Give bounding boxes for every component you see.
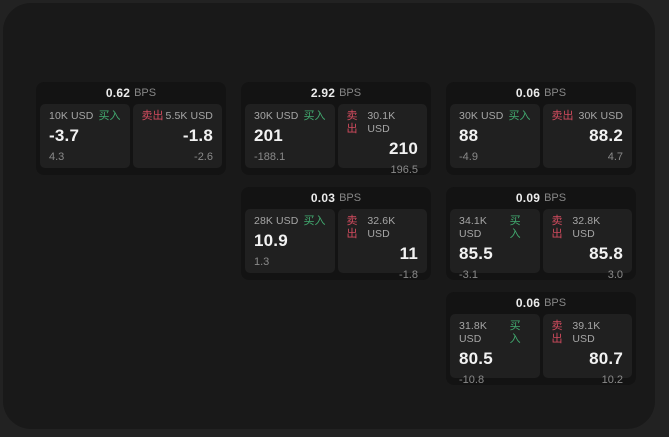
sell-price: 11 [399, 244, 418, 263]
card-body: 34.1K USD 买入 85.5 -3.1 卖出 32.8K USD 85.8… [446, 209, 636, 281]
card-header: 0.03 BPS [241, 187, 431, 209]
sell-side-label: 卖出 [141, 110, 164, 122]
bps-value: 0.06 [515, 86, 541, 100]
card-header: 0.62 BPS [36, 82, 226, 104]
bps-value: 0.06 [515, 296, 541, 310]
bps-value: 2.92 [310, 86, 336, 100]
sell-price: 80.7 [589, 349, 623, 368]
buy-amount: 10K USD [49, 110, 94, 122]
sell-amount: 32.8K USD [572, 215, 601, 240]
bps-value: 0.09 [515, 191, 541, 205]
buy-sub-value: 1.3 [254, 256, 270, 268]
bps-unit-label: BPS [544, 192, 567, 204]
bps-value: 0.62 [105, 86, 131, 100]
buy-price: 85.5 [459, 244, 493, 263]
sell-side-label: 卖出 [346, 110, 358, 135]
bps-unit-label: BPS [339, 192, 362, 204]
buy-amount: 30K USD [459, 110, 504, 122]
card-body: 10K USD 买入 -3.7 4.3 卖出 5.5K USD -1.8 -2.… [36, 104, 226, 168]
buy-side-label: 买入 [509, 215, 521, 240]
buy-side-label: 买入 [508, 110, 531, 122]
sell-price: 210 [389, 139, 418, 158]
sell-side-label: 卖出 [551, 215, 563, 240]
buy-amount: 30K USD [254, 110, 299, 122]
buy-side-label: 买入 [303, 110, 326, 122]
buy-price: 201 [254, 126, 283, 145]
sell-pane[interactable]: 卖出 30.1K USD 210 196.5 [337, 104, 427, 176]
buy-price: 80.5 [459, 349, 493, 368]
sell-side-label: 卖出 [551, 110, 574, 122]
sell-price: 85.8 [589, 244, 623, 263]
sell-sub-value: -1.8 [399, 269, 418, 281]
bps-unit-label: BPS [339, 87, 362, 99]
sell-price: -1.8 [182, 126, 213, 145]
buy-sub-value: -3.1 [459, 269, 478, 281]
sell-price: 88.2 [589, 126, 623, 145]
buy-sub-value: 4.3 [49, 151, 65, 163]
quote-card-6[interactable]: 0.06 BPS 31.8K USD 买入 80.5 -10.8 卖出 39.1… [446, 292, 636, 386]
buy-sub-value: -188.1 [254, 151, 286, 163]
sell-pane[interactable]: 卖出 32.8K USD 85.8 3.0 [542, 209, 632, 281]
bps-value: 0.03 [310, 191, 336, 205]
card-header: 0.06 BPS [446, 82, 636, 104]
card-header: 0.06 BPS [446, 292, 636, 314]
buy-side-label: 买入 [98, 110, 121, 122]
bps-unit-label: BPS [544, 87, 567, 99]
card-body: 30K USD 买入 88 -4.9 卖出 30K USD 88.2 4.7 [446, 104, 636, 168]
buy-price: 10.9 [254, 231, 288, 250]
buy-pane[interactable]: 30K USD 买入 201 -188.1 [245, 104, 335, 168]
sell-side-label: 卖出 [346, 215, 358, 240]
sell-amount: 5.5K USD [165, 110, 213, 122]
sell-pane[interactable]: 卖出 5.5K USD -1.8 -2.6 [132, 104, 222, 168]
sell-side-label: 卖出 [551, 320, 563, 345]
quote-card-5[interactable]: 0.09 BPS 34.1K USD 买入 85.5 -3.1 卖出 32.8K… [446, 187, 636, 281]
quote-card-1[interactable]: 0.62 BPS 10K USD 买入 -3.7 4.3 卖出 5.5K USD… [36, 82, 226, 175]
sell-pane[interactable]: 卖出 30K USD 88.2 4.7 [542, 104, 632, 168]
buy-pane[interactable]: 34.1K USD 买入 85.5 -3.1 [450, 209, 540, 281]
buy-sub-value: -4.9 [459, 151, 478, 163]
buy-pane[interactable]: 30K USD 买入 88 -4.9 [450, 104, 540, 168]
card-body: 28K USD 买入 10.9 1.3 卖出 32.6K USD 11 -1.8 [241, 209, 431, 281]
buy-sub-value: -10.8 [459, 374, 485, 386]
card-header: 2.92 BPS [241, 82, 431, 104]
sell-pane[interactable]: 卖出 39.1K USD 80.7 10.2 [542, 314, 632, 386]
sell-sub-value: 3.0 [607, 269, 623, 281]
buy-pane[interactable]: 28K USD 买入 10.9 1.3 [245, 209, 335, 273]
buy-amount: 28K USD [254, 215, 299, 227]
buy-price: -3.7 [49, 126, 80, 145]
buy-side-label: 买入 [303, 215, 326, 227]
quote-card-3[interactable]: 0.06 BPS 30K USD 买入 88 -4.9 卖出 30K USD 8… [446, 82, 636, 175]
sell-pane[interactable]: 卖出 32.6K USD 11 -1.8 [337, 209, 427, 281]
buy-price: 88 [459, 126, 479, 145]
buy-pane[interactable]: 10K USD 买入 -3.7 4.3 [40, 104, 130, 168]
sell-sub-value: 10.2 [601, 374, 623, 386]
quote-card-4[interactable]: 0.03 BPS 28K USD 买入 10.9 1.3 卖出 32.6K US… [241, 187, 431, 281]
buy-amount: 31.8K USD [459, 320, 487, 345]
card-body: 31.8K USD 买入 80.5 -10.8 卖出 39.1K USD 80.… [446, 314, 636, 386]
sell-amount: 30K USD [578, 110, 623, 122]
buy-pane[interactable]: 31.8K USD 买入 80.5 -10.8 [450, 314, 540, 386]
buy-side-label: 买入 [509, 320, 521, 345]
sell-sub-value: 4.7 [607, 151, 623, 163]
sell-amount: 32.6K USD [367, 215, 396, 240]
quote-card-2[interactable]: 2.92 BPS 30K USD 买入 201 -188.1 卖出 30.1K … [241, 82, 431, 176]
bps-unit-label: BPS [134, 87, 157, 99]
sell-amount: 39.1K USD [572, 320, 601, 345]
sell-amount: 30.1K USD [367, 110, 396, 135]
bps-unit-label: BPS [544, 297, 567, 309]
card-header: 0.09 BPS [446, 187, 636, 209]
sell-sub-value: 196.5 [390, 164, 418, 176]
card-body: 30K USD 买入 201 -188.1 卖出 30.1K USD 210 1… [241, 104, 431, 176]
sell-sub-value: -2.6 [194, 151, 213, 163]
buy-amount: 34.1K USD [459, 215, 487, 240]
